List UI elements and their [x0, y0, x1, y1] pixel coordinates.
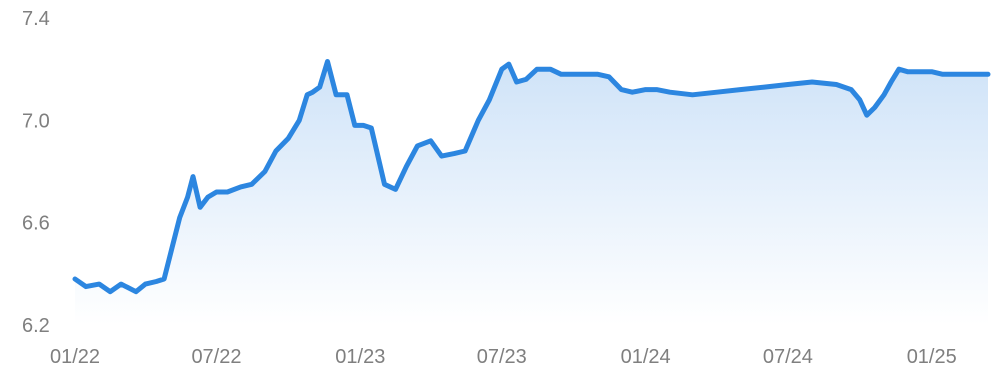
- x-tick-label: 01/23: [335, 346, 385, 368]
- x-tick-label: 07/23: [477, 346, 527, 368]
- y-tick-label: 6.6: [22, 213, 50, 235]
- y-tick-label: 7.4: [22, 8, 50, 30]
- series-line: [72, 59, 991, 295]
- series-area: [75, 61, 988, 325]
- y-tick-label: 7.0: [22, 110, 50, 132]
- y-tick-label: 6.2: [22, 315, 50, 337]
- x-tick-label: 07/22: [191, 346, 241, 368]
- x-tick-label: 01/24: [621, 346, 671, 368]
- x-tick-label: 01/25: [907, 346, 957, 368]
- x-tick-label: 07/24: [763, 346, 813, 368]
- y-axis-ticks: 6.2 6.6 7.0 7.4: [22, 8, 50, 337]
- x-axis-ticks: 01/22 07/22 01/23 07/23 01/24 07/24 01/25: [50, 346, 957, 368]
- x-tick-label: 01/22: [50, 346, 100, 368]
